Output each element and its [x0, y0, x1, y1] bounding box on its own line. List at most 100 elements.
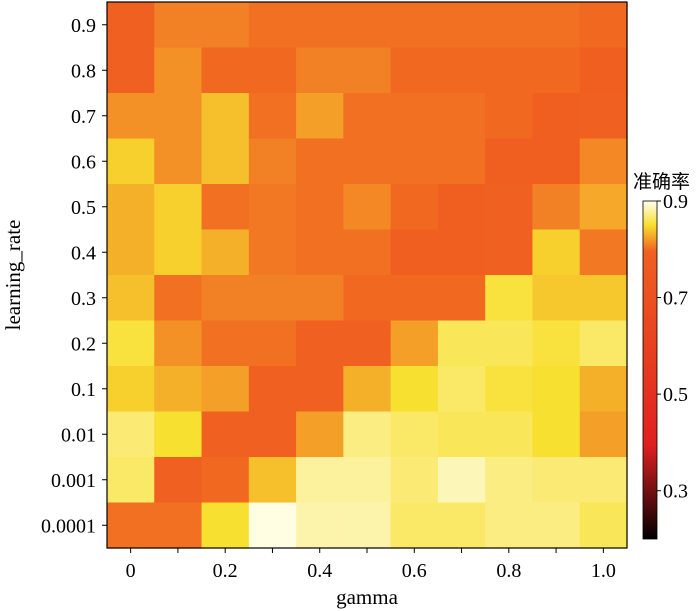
y-tick-label: 0.2 — [71, 333, 96, 355]
heatmap-cell — [485, 184, 534, 231]
heatmap-cell — [390, 229, 439, 276]
heatmap-cell — [579, 93, 628, 140]
heatmap-cell — [154, 47, 203, 94]
colorbar: 准确率 0.3 0.5 0.7 0.9 — [633, 171, 690, 540]
heatmap-cell — [343, 47, 392, 94]
heatmap-cell — [437, 47, 486, 94]
heatmap-cell — [296, 275, 344, 322]
heatmap-cell — [485, 366, 534, 413]
y-axis-title: learning_rate — [1, 220, 25, 331]
heatmap-cell — [343, 93, 392, 140]
y-tick-label: 0.1 — [71, 379, 96, 401]
heatmap-cell — [201, 320, 250, 367]
heatmap-cell — [390, 2, 439, 49]
colorbar-gradient — [642, 200, 658, 540]
heatmap-cell — [579, 275, 628, 322]
heatmap-cell — [201, 502, 250, 549]
heatmap-cell — [296, 184, 344, 231]
heatmap-cell — [154, 2, 203, 49]
heatmap-cell — [154, 229, 203, 276]
heatmap-cell — [532, 2, 581, 49]
colorbar-title: 准确率 — [633, 171, 690, 193]
heatmap-cell — [390, 93, 439, 140]
heatmap-cell — [107, 138, 155, 185]
heatmap-cell — [296, 457, 344, 504]
heatmap-cell — [532, 47, 581, 94]
heatmap-cell — [390, 411, 439, 458]
y-tick-label: 0.7 — [71, 106, 96, 128]
x-axis-title: gamma — [336, 585, 398, 609]
heatmap-cell — [532, 320, 581, 367]
heatmap-cell — [154, 457, 203, 504]
heatmap-cell — [390, 502, 439, 549]
heatmap-cell — [343, 275, 392, 322]
heatmap-cell — [201, 457, 250, 504]
heatmap-cell — [154, 320, 203, 367]
heatmap-cell — [532, 366, 581, 413]
heatmap-cell — [343, 366, 392, 413]
heatmap-cell — [296, 502, 344, 549]
heatmap-cell — [485, 457, 534, 504]
heatmap-cell — [296, 93, 344, 140]
heatmap-cell — [248, 366, 297, 413]
x-tick-label: 1.0 — [591, 560, 616, 582]
heatmap-cell — [532, 275, 581, 322]
heatmap-cell — [485, 93, 534, 140]
heatmap-cell — [532, 457, 581, 504]
heatmap-cell — [532, 411, 581, 458]
heatmap-cell — [154, 275, 203, 322]
heatmap-cell — [532, 502, 581, 549]
heatmap-cell — [107, 411, 155, 458]
heatmap-cell — [579, 184, 628, 231]
heatmap-cell — [437, 2, 486, 49]
heatmap-cell — [107, 502, 155, 549]
heatmap-cell — [579, 138, 628, 185]
heatmap-cell — [201, 47, 250, 94]
heatmap-cell — [390, 320, 439, 367]
heatmap-cell — [390, 275, 439, 322]
heatmap-cell — [107, 320, 155, 367]
heatmap-cell — [154, 411, 203, 458]
heatmap-cell — [107, 229, 155, 276]
y-tick-label: 0.8 — [71, 60, 96, 82]
heatmap-cell — [107, 2, 155, 49]
heatmap-cell — [248, 47, 297, 94]
heatmap-cell — [248, 320, 297, 367]
heatmap-cell — [437, 93, 486, 140]
heatmap-cell — [390, 47, 439, 94]
heatmap-cell — [154, 502, 203, 549]
heatmap-cell — [437, 502, 486, 549]
colorbar-tick-label: 0.7 — [663, 288, 688, 310]
y-tick-label: 0.9 — [71, 15, 96, 37]
heatmap-cell — [248, 411, 297, 458]
heatmap-cell — [107, 184, 155, 231]
heatmap-cell — [390, 138, 439, 185]
heatmap-cell — [579, 2, 628, 49]
heatmap-cell — [437, 229, 486, 276]
heatmap-cell — [154, 138, 203, 185]
heatmap-cell — [201, 2, 250, 49]
y-tick-label: 0.001 — [51, 470, 96, 492]
heatmap-cell — [532, 184, 581, 231]
x-tick-label: 0 — [126, 560, 136, 582]
x-tick-label: 0.2 — [213, 560, 238, 582]
x-tick-label: 0.4 — [307, 560, 332, 582]
heatmap-cell — [437, 366, 486, 413]
heatmap-cell — [343, 457, 392, 504]
colorbar-tick-label: 0.5 — [663, 384, 688, 406]
heatmap-cell — [485, 411, 534, 458]
heatmap-cell — [107, 366, 155, 413]
heatmap-cell — [390, 184, 439, 231]
heatmap-cell — [201, 229, 250, 276]
heatmap-cell — [107, 93, 155, 140]
heatmap-cell — [201, 184, 250, 231]
heatmap-cell — [532, 93, 581, 140]
heatmap-cell — [248, 229, 297, 276]
colorbar-ticks: 0.3 0.5 0.7 0.9 — [657, 191, 688, 503]
heatmap-cell — [296, 320, 344, 367]
heatmap-cells — [107, 2, 628, 549]
heatmap-cell — [248, 93, 297, 140]
heatmap-cell — [296, 138, 344, 185]
y-tick-label: 0.5 — [71, 197, 96, 219]
heatmap-cell — [107, 275, 155, 322]
